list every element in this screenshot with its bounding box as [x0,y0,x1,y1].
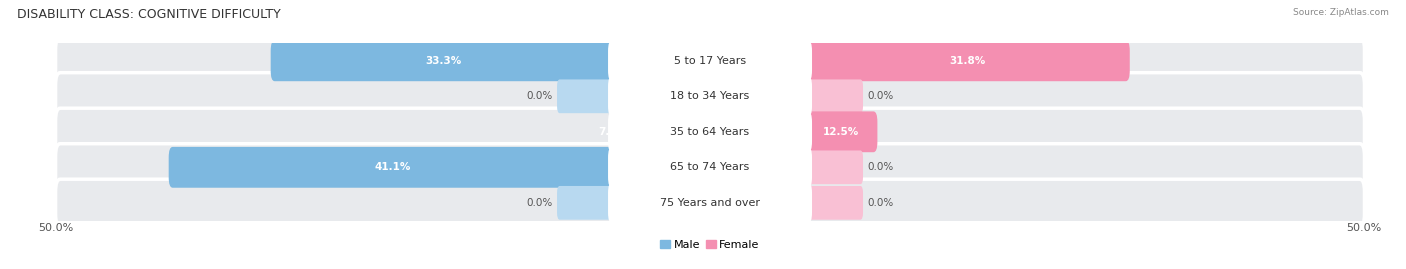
FancyBboxPatch shape [806,150,863,184]
Text: 0.0%: 0.0% [868,91,893,101]
FancyBboxPatch shape [271,40,714,81]
Text: 0.0%: 0.0% [868,162,893,172]
Text: 0.0%: 0.0% [527,198,553,208]
FancyBboxPatch shape [56,144,1364,191]
Text: 31.8%: 31.8% [949,56,986,66]
FancyBboxPatch shape [169,147,714,188]
FancyBboxPatch shape [806,79,863,113]
Text: 18 to 34 Years: 18 to 34 Years [671,91,749,101]
Text: 0.0%: 0.0% [527,91,553,101]
FancyBboxPatch shape [607,111,813,152]
Text: 35 to 64 Years: 35 to 64 Years [671,127,749,137]
Text: 65 to 74 Years: 65 to 74 Years [671,162,749,172]
FancyBboxPatch shape [806,186,863,220]
FancyBboxPatch shape [56,179,1364,226]
FancyBboxPatch shape [557,186,614,220]
FancyBboxPatch shape [56,37,1364,84]
Text: 41.1%: 41.1% [374,162,411,172]
Text: DISABILITY CLASS: COGNITIVE DIFFICULTY: DISABILITY CLASS: COGNITIVE DIFFICULTY [17,8,281,21]
FancyBboxPatch shape [557,79,614,113]
FancyBboxPatch shape [607,182,813,223]
FancyBboxPatch shape [609,111,714,152]
Text: Source: ZipAtlas.com: Source: ZipAtlas.com [1294,8,1389,17]
FancyBboxPatch shape [56,73,1364,120]
Text: 5 to 17 Years: 5 to 17 Years [673,56,747,66]
Text: 0.0%: 0.0% [868,198,893,208]
FancyBboxPatch shape [607,40,813,81]
FancyBboxPatch shape [56,108,1364,155]
FancyBboxPatch shape [607,76,813,117]
Text: 12.5%: 12.5% [823,127,859,137]
FancyBboxPatch shape [706,40,1130,81]
Text: 75 Years and over: 75 Years and over [659,198,761,208]
Text: 33.3%: 33.3% [425,56,461,66]
FancyBboxPatch shape [706,111,877,152]
Text: 7.4%: 7.4% [598,127,627,137]
FancyBboxPatch shape [607,147,813,188]
Legend: Male, Female: Male, Female [657,235,763,254]
